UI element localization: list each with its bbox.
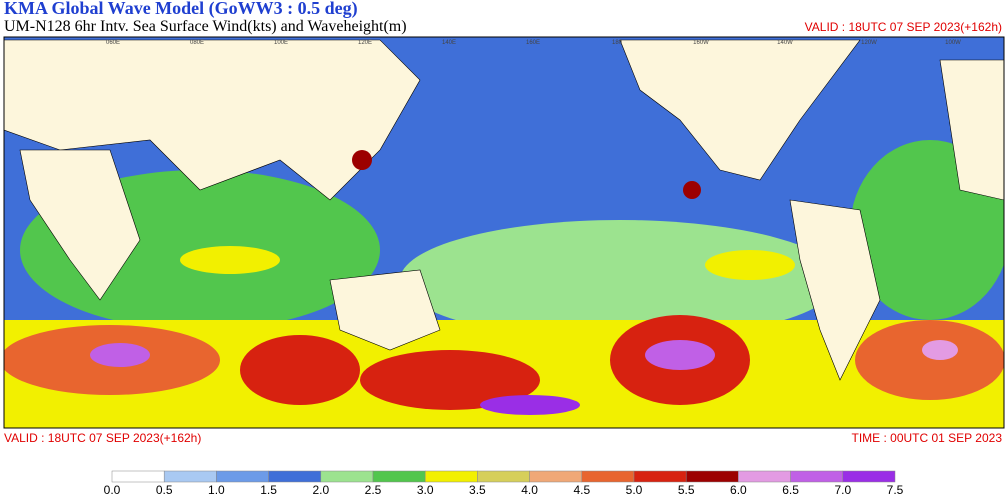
colorbar-swatch bbox=[581, 470, 635, 483]
colorbar-swatch bbox=[424, 470, 478, 483]
colorbar-label: 0.5 bbox=[156, 483, 173, 496]
colorbar-label: 0.0 bbox=[104, 483, 121, 496]
colorbar-swatch bbox=[111, 470, 165, 483]
colorbar-label: 1.0 bbox=[208, 483, 225, 496]
colorbar-label: 7.0 bbox=[834, 483, 851, 496]
colorbar-label: 7.5 bbox=[887, 483, 904, 496]
title: KMA Global Wave Model (GoWW3 : 0.5 deg) bbox=[4, 0, 358, 19]
colorbar-label: 2.5 bbox=[365, 483, 382, 496]
colorbar-swatch bbox=[790, 470, 844, 483]
valid-bottom: VALID : 18UTC 07 SEP 2023(+162h) bbox=[4, 431, 201, 445]
time: TIME : 00UTC 01 SEP 2023 bbox=[851, 431, 1002, 445]
map bbox=[4, 37, 1004, 428]
colorbar-label: 4.5 bbox=[573, 483, 590, 496]
lon-label: 120W bbox=[861, 40, 877, 46]
valid-top: VALID : 18UTC 07 SEP 2023(+162h) bbox=[805, 20, 1002, 34]
colorbar-label: 4.0 bbox=[521, 483, 538, 496]
colorbar-swatch bbox=[685, 470, 739, 483]
colorbar-swatch bbox=[633, 470, 687, 483]
lon-label: 060E bbox=[106, 40, 120, 46]
lon-label: 120E bbox=[358, 40, 372, 46]
colorbar-swatch bbox=[738, 470, 791, 483]
colorbar-label: 1.5 bbox=[260, 483, 277, 496]
colorbar-label: 5.5 bbox=[678, 483, 695, 496]
map-frame bbox=[3, 36, 1005, 429]
lon-label: 140W bbox=[777, 40, 793, 46]
colorbar-label: 6.5 bbox=[782, 483, 799, 496]
lon-label: 160W bbox=[693, 40, 709, 46]
colorbar-swatch bbox=[529, 470, 583, 483]
colorbar-label: 3.0 bbox=[417, 483, 434, 496]
lon-label: 180 bbox=[612, 40, 623, 46]
colorbar-swatch bbox=[477, 470, 530, 483]
lon-label: 140E bbox=[442, 40, 456, 46]
colorbar-swatch bbox=[268, 470, 322, 483]
subtitle: UM-N128 6hr Intv. Sea Surface Wind(kts) … bbox=[4, 18, 407, 35]
lon-label: 100E bbox=[274, 40, 288, 46]
lon-label: 080E bbox=[190, 40, 204, 46]
colorbar-swatch bbox=[216, 470, 269, 483]
lon-label: 160E bbox=[526, 40, 540, 46]
colorbar-swatch bbox=[163, 470, 217, 483]
lon-labels: 060E 080E 100E 120E 140E 160E 180 160W 140W 120W 1… bbox=[106, 40, 961, 46]
colorbar-label: 6.0 bbox=[730, 483, 747, 496]
colorbar-swatch bbox=[320, 470, 374, 483]
colorbar: 0.0 0.5 1.0 1.5 2.0 2.5 3.0 3.5 4.0 4.5 5.0 5.5 6.0 6… bbox=[104, 470, 904, 496]
colorbar-label: 5.0 bbox=[626, 483, 643, 496]
colorbar-label: 2.0 bbox=[312, 483, 329, 496]
colorbar-label: 3.5 bbox=[469, 483, 486, 496]
colorbar-swatch bbox=[372, 470, 426, 483]
colorbar-swatch bbox=[842, 470, 896, 483]
lon-label: 100W bbox=[945, 40, 961, 46]
